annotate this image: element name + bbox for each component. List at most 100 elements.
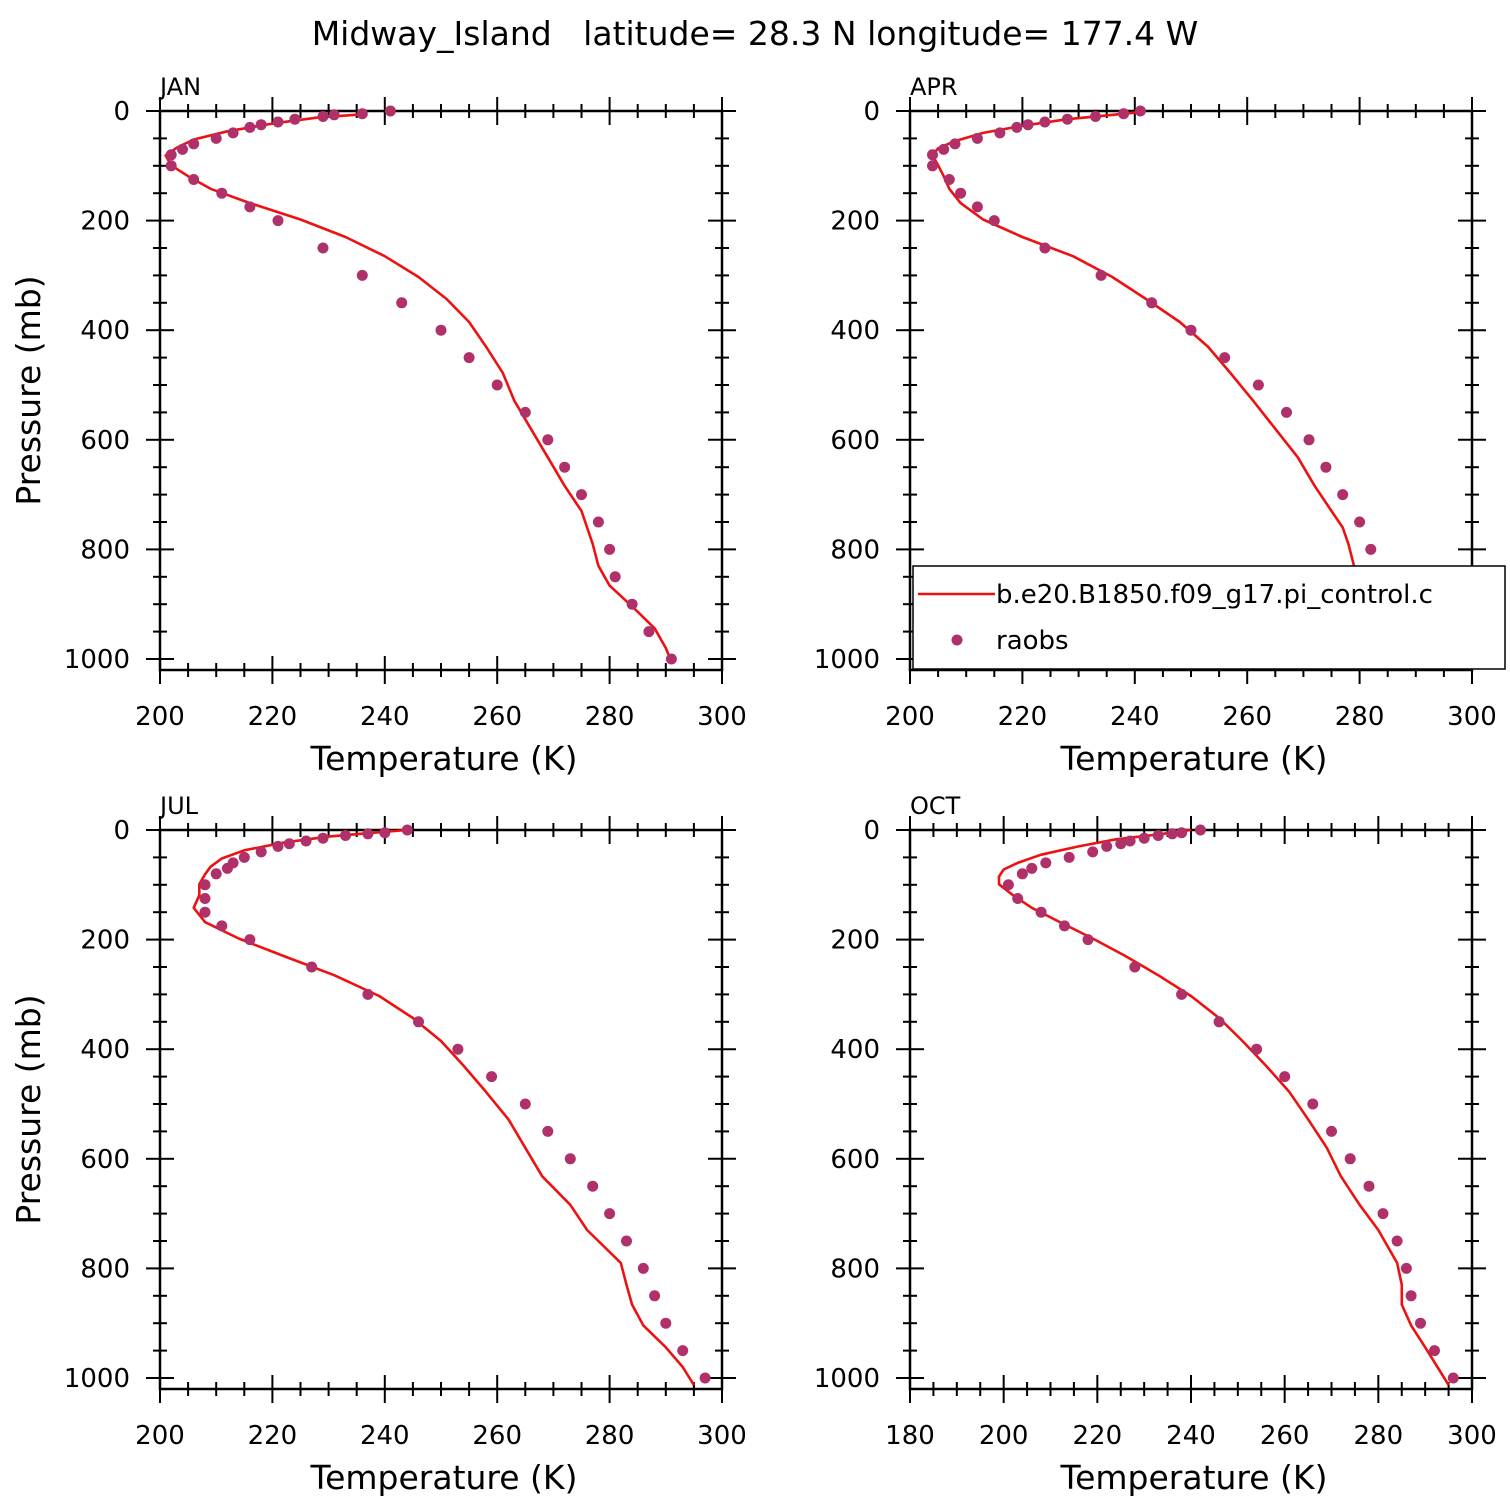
obs-point: [435, 324, 447, 336]
model-line: [192, 828, 696, 1386]
obs-point: [165, 160, 177, 172]
obs-point: [592, 516, 604, 528]
x-tick-label: 280: [585, 702, 635, 732]
obs-point: [199, 893, 211, 904]
obs-point: [1124, 835, 1136, 847]
model-line: [164, 113, 673, 663]
obs-point: [1061, 113, 1073, 125]
y-tick-label: 800: [830, 535, 880, 565]
x-tick-label: 200: [135, 702, 185, 732]
obs-point: [317, 111, 329, 122]
obs-point: [1405, 1290, 1417, 1302]
x-tick-label: 220: [248, 1421, 298, 1451]
x-tick-label: 260: [1222, 702, 1272, 732]
obs-point: [1176, 827, 1188, 839]
obs-point: [1363, 1180, 1375, 1192]
obs-point: [1095, 269, 1107, 281]
obs-point: [401, 824, 413, 836]
x-tick-label: 240: [1110, 702, 1160, 732]
obs-point: [413, 1016, 424, 1028]
model-line: [931, 110, 1418, 667]
obs-point: [1307, 1098, 1319, 1110]
x-tick-label: 280: [1354, 1421, 1404, 1451]
obs-point: [244, 201, 256, 213]
y-tick-label: 200: [80, 926, 130, 956]
obs-point: [272, 215, 284, 227]
x-tick-label: 260: [472, 702, 522, 732]
obs-point: [1134, 105, 1146, 117]
obs-point: [272, 840, 284, 852]
obs-point: [542, 1125, 554, 1137]
obs-point: [559, 461, 571, 473]
obs-point: [1129, 961, 1141, 973]
obs-point: [1303, 434, 1315, 446]
x-tick-label: 220: [998, 702, 1048, 732]
obs-point: [1279, 1071, 1291, 1083]
obs-point: [637, 1262, 649, 1274]
model-line: [997, 828, 1450, 1386]
x-tick-label: 300: [697, 702, 747, 732]
obs-point: [609, 571, 621, 583]
panel-label: JUL: [158, 792, 199, 820]
obs-point: [340, 830, 351, 841]
obs-point: [362, 988, 374, 1000]
obs-point: [1391, 1235, 1403, 1247]
y-tick-label: 1000: [814, 1364, 880, 1394]
obs-point: [255, 119, 267, 131]
obs-point: [356, 269, 368, 281]
obs-point: [216, 920, 228, 932]
x-tick-label: 200: [979, 1421, 1029, 1451]
y-tick-label: 200: [830, 926, 880, 956]
obs-point: [244, 121, 256, 133]
obs-point: [177, 143, 188, 155]
obs-point: [1400, 1262, 1412, 1274]
obs-point: [699, 1372, 711, 1384]
obs-point: [587, 1180, 599, 1192]
y-tick-label: 200: [830, 207, 880, 237]
obs-point: [238, 851, 250, 863]
obs-point: [1087, 846, 1099, 858]
obs-point: [317, 832, 329, 844]
y-tick-label: 600: [80, 426, 130, 456]
y-tick-label: 1000: [814, 645, 880, 675]
y-tick-label: 800: [80, 1254, 130, 1284]
x-tick-label: 260: [1260, 1421, 1310, 1451]
obs-point: [1115, 838, 1127, 850]
obs-point: [649, 1290, 661, 1302]
obs-point: [626, 598, 638, 610]
obs-point: [1377, 1208, 1389, 1220]
x-tick-label: 220: [248, 702, 298, 732]
obs-point: [1281, 406, 1292, 418]
panel-label: JAN: [158, 73, 201, 101]
x-tick-label: 200: [135, 1421, 185, 1451]
obs-point: [1320, 461, 1332, 473]
obs-point: [165, 149, 177, 161]
obs-point: [1063, 851, 1075, 863]
panel-label: OCT: [910, 792, 961, 820]
obs-point: [463, 352, 475, 364]
obs-point: [396, 297, 408, 309]
obs-point: [604, 543, 616, 555]
obs-point: [216, 187, 228, 199]
obs-point: [927, 160, 938, 172]
obs-point: [188, 138, 200, 150]
obs-point: [1138, 832, 1150, 844]
obs-point: [1152, 830, 1164, 841]
obs-point: [1429, 1345, 1440, 1357]
obs-point: [362, 828, 374, 840]
y-tick-label: 0: [863, 816, 880, 846]
legend-obs-label: raobs: [996, 626, 1069, 656]
x-tick-label: 300: [697, 1421, 747, 1451]
obs-point: [542, 434, 554, 446]
x-tick-label: 240: [360, 1421, 410, 1451]
obs-point: [452, 1043, 464, 1055]
obs-point: [519, 406, 531, 418]
obs-point: [988, 215, 1000, 227]
obs-point: [927, 149, 938, 161]
obs-point: [1039, 116, 1051, 128]
y-tick-label: 1000: [64, 1364, 130, 1394]
obs-point: [949, 138, 961, 150]
